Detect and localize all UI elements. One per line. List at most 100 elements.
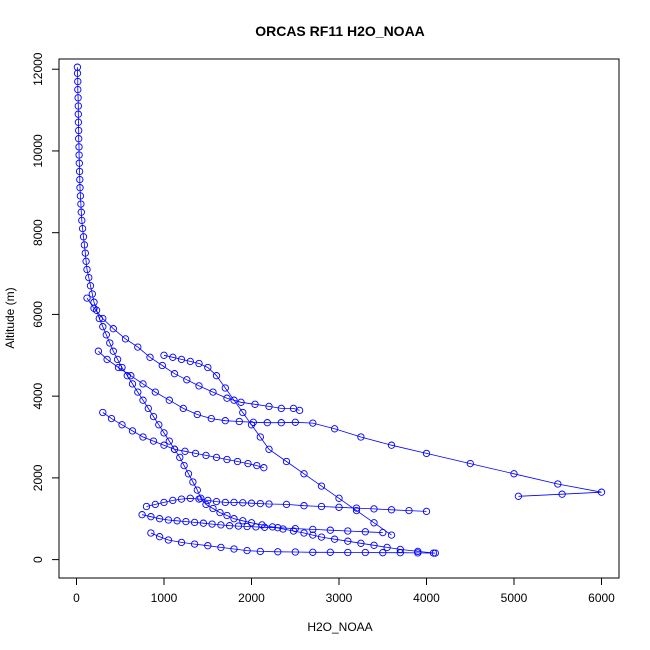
x-axis-label: H2O_NOAA [307, 620, 372, 634]
data-point [510, 470, 518, 478]
data-point [221, 384, 229, 392]
data-point [74, 77, 82, 86]
data-point [282, 500, 291, 509]
data-point [83, 294, 91, 302]
data-point [208, 520, 216, 528]
data-point [216, 508, 224, 517]
data-point [317, 533, 326, 541]
data-point [309, 525, 317, 534]
data-point [429, 549, 438, 557]
data-point [179, 404, 187, 413]
data-point [370, 519, 378, 527]
data-point [370, 541, 378, 549]
data-point [265, 500, 273, 508]
data-point [209, 388, 217, 396]
y-tick-label: 2000 [31, 464, 45, 491]
data-point [170, 445, 179, 453]
data-point [282, 457, 291, 466]
data-point [74, 85, 82, 94]
data-point [217, 521, 225, 529]
data-point [113, 355, 122, 364]
data-point [195, 495, 203, 503]
data-point [183, 376, 191, 384]
data-point [223, 394, 231, 402]
data-point [107, 414, 116, 423]
data-point [514, 492, 523, 500]
data-point [225, 522, 234, 530]
data-point [103, 355, 111, 364]
data-point [237, 398, 245, 406]
data-point [235, 417, 243, 426]
data-point [76, 184, 84, 192]
data-point [144, 404, 152, 413]
data-point [263, 419, 271, 427]
series-line-0 [77, 67, 436, 554]
data-point [230, 515, 238, 523]
data-point [88, 290, 96, 298]
data-point [155, 421, 163, 429]
x-tick-label: 5000 [501, 591, 528, 605]
data-point [309, 531, 317, 539]
data-point [274, 524, 282, 532]
x-tick-label: 1000 [151, 591, 178, 605]
data-point [291, 548, 299, 556]
data-point [193, 486, 201, 494]
data-point [223, 511, 231, 520]
data-point [239, 517, 247, 525]
data-point [186, 494, 194, 502]
x-axis: 0 1000 2000 3000 4000 5000 6000 [73, 578, 615, 605]
data-point [252, 523, 260, 531]
data-point [77, 200, 85, 208]
data-point [99, 314, 107, 323]
data-point [247, 519, 256, 527]
data-point [597, 488, 606, 496]
data-point [74, 110, 82, 118]
data-point [78, 216, 86, 225]
data-point [74, 102, 82, 110]
data-point [85, 273, 93, 282]
data-point [291, 524, 299, 533]
data-point [277, 419, 285, 427]
data-point [209, 504, 217, 513]
x-tick-label: 2000 [238, 591, 265, 605]
data-point [233, 457, 242, 466]
data-point [230, 498, 238, 507]
data-point [99, 408, 107, 417]
data-point [75, 135, 83, 143]
data-point [223, 455, 231, 464]
data-point [405, 506, 413, 515]
data-point [268, 523, 277, 531]
data-point [76, 192, 85, 200]
data-point [109, 347, 117, 355]
data-point [146, 353, 154, 361]
data-point [77, 208, 85, 216]
data-point [217, 543, 225, 552]
y-tick-label: 6000 [31, 301, 45, 328]
data-point [212, 497, 221, 506]
plot-frame [58, 58, 620, 579]
data-point [79, 233, 88, 241]
data-point [300, 502, 308, 510]
data-point [78, 224, 87, 233]
data-point [165, 396, 173, 404]
data-point [191, 449, 200, 458]
data-point [387, 441, 396, 449]
data-point [247, 421, 256, 429]
data-point [204, 496, 212, 505]
data-point [357, 433, 365, 441]
data-point [379, 549, 387, 557]
data-point [176, 453, 184, 462]
data-point [317, 482, 326, 490]
data-point [75, 151, 83, 159]
data-point [164, 516, 173, 524]
data-point [253, 461, 261, 470]
data-point [383, 543, 391, 552]
data-point [243, 522, 251, 531]
y-tick-label: 10000 [31, 134, 45, 168]
data-point [309, 548, 317, 556]
data-point [151, 500, 159, 509]
data-point [230, 545, 238, 553]
data-point [177, 495, 186, 503]
data-point [127, 372, 135, 380]
y-tick-label: 8000 [31, 219, 45, 246]
